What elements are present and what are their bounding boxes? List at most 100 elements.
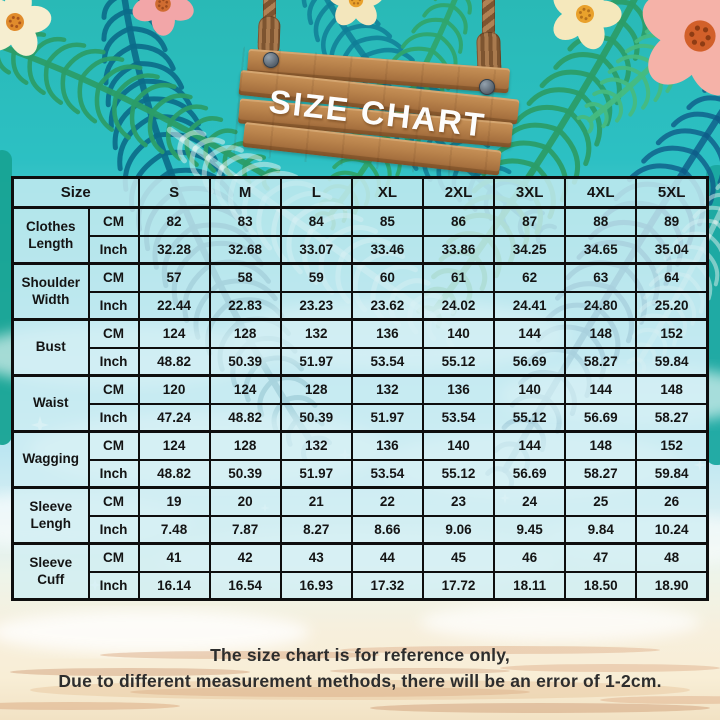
measurement-value: 17.72 [421,570,496,601]
measurement-value: 22.44 [137,290,211,321]
measurement-value: 26 [635,486,709,517]
measurement-value: 56.69 [564,402,638,433]
measurement-value: 51.97 [350,402,424,433]
measurement-value: 50.39 [279,402,353,433]
measurement-value: 148 [635,374,709,405]
measurement-value: 22 [350,486,424,517]
measurement-value: 23 [421,486,496,517]
measurement-value: 85 [350,206,424,237]
measurement-value: 148 [564,430,638,461]
plumeria-flower-icon [0,0,720,96]
flower-icon [132,0,194,36]
table-row: Waist CM 120 124 128 132 136 140 144 148 [11,374,709,433]
measurement-value: 136 [421,374,496,405]
measurement-value: 124 [137,318,211,349]
measurement-value: 124 [208,374,282,405]
measurement-value: 56.69 [493,458,567,489]
size-column-header: 2XL [421,176,496,209]
measurement-value: 7.87 [208,514,282,545]
size-column-header: S [137,176,211,209]
unit-label: Inch [87,514,140,545]
measurement-value: 148 [564,318,638,349]
footer-disclaimer: The size chart is for reference only, Du… [0,642,720,694]
measurement-value: 32.28 [137,234,211,265]
measurement-value: 34.25 [493,234,567,265]
disclaimer-line-1: The size chart is for reference only, [210,645,510,665]
measurement-value: 87 [493,206,567,237]
measurement-value: 9.06 [421,514,496,545]
measurement-value: 57 [137,262,211,293]
table-row: Inch 47.24 48.82 50.39 51.97 53.54 55.12 56.69 5… [13,402,709,433]
size-column-header: L [279,176,353,209]
measurement-value: 24.02 [421,290,496,321]
measurement-value: 16.54 [208,570,282,601]
measurement-value: 18.50 [564,570,638,601]
measurement-label: Clothes Length [11,206,90,265]
measurement-value: 33.86 [421,234,496,265]
measurement-value: 88 [564,206,638,237]
measurement-value: 44 [350,542,424,573]
measurement-value: 47.24 [137,402,211,433]
measurement-value: 86 [421,206,496,237]
table-row: Inch 22.44 22.83 23.23 23.62 24.02 24.41 24.80 2… [13,290,709,321]
unit-label: Inch [87,346,140,377]
table-row: Clothes Length CM 82 83 84 85 86 87 88 89 [11,206,709,265]
measurement-value: 132 [350,374,424,405]
measurement-value: 82 [137,206,211,237]
measurement-label: Sleeve Cuff [11,542,90,601]
measurement-value: 59.84 [635,458,709,489]
size-table-container: Size S M L XL 2XL 3XL 4XL 5XL Clothes Length CM 82 8… [11,176,709,601]
measurement-value: 18.11 [493,570,567,601]
measurement-value: 128 [208,430,282,461]
measurement-value: 62 [493,262,567,293]
measurement-value: 60 [350,262,424,293]
measurement-value: 120 [137,374,211,405]
flower-icon [553,0,622,50]
measurement-value: 124 [137,430,211,461]
measurement-value: 18.90 [635,570,709,601]
measurement-value: 33.07 [279,234,353,265]
measurement-value: 132 [279,430,353,461]
measurement-value: 19 [137,486,211,517]
measurement-value: 55.12 [493,402,567,433]
measurement-value: 59.84 [635,346,709,377]
measurement-value: 46 [493,542,567,573]
measurement-value: 16.93 [279,570,353,601]
measurement-value: 53.54 [421,402,496,433]
measurement-value: 55.12 [421,458,496,489]
measurement-label: Sleeve Lengh [11,486,90,545]
measurement-value: 50.39 [208,346,282,377]
measurement-value: 144 [493,318,567,349]
measurement-value: 10.24 [635,514,709,545]
unit-label: Inch [87,234,140,265]
measurement-label: Wagging [11,430,90,489]
measurement-value: 132 [279,318,353,349]
table-row: Inch 32.28 32.68 33.07 33.46 33.86 34.25 34.65 3… [13,234,709,265]
size-column-header: 5XL [635,176,709,209]
measurement-value: 22.83 [208,290,282,321]
unit-label: CM [87,430,140,461]
flower-icon [0,0,52,56]
measurement-value: 43 [279,542,353,573]
measurement-value: 17.32 [350,570,424,601]
measurement-value: 8.27 [279,514,353,545]
measurement-value: 56.69 [493,346,567,377]
table-row: Inch 7.48 7.87 8.27 8.66 9.06 9.45 9.84 10.24 [13,514,709,545]
size-column-header: 4XL [564,176,638,209]
measurement-value: 63 [564,262,638,293]
measurement-value: 50.39 [208,458,282,489]
measurement-value: 48.82 [137,458,211,489]
size-corner-header: Size [11,176,140,209]
measurement-value: 41 [137,542,211,573]
measurement-value: 53.54 [350,346,424,377]
measurement-label: Shoulder Width [11,262,90,321]
size-column-header: 3XL [493,176,567,209]
measurement-value: 144 [493,430,567,461]
measurement-value: 55.12 [421,346,496,377]
measurement-value: 58.27 [635,402,709,433]
disclaimer-line-2: Due to different measurement methods, th… [58,671,662,691]
measurement-value: 47 [564,542,638,573]
unit-label: CM [87,486,140,517]
measurement-value: 24.80 [564,290,638,321]
measurement-value: 140 [421,318,496,349]
